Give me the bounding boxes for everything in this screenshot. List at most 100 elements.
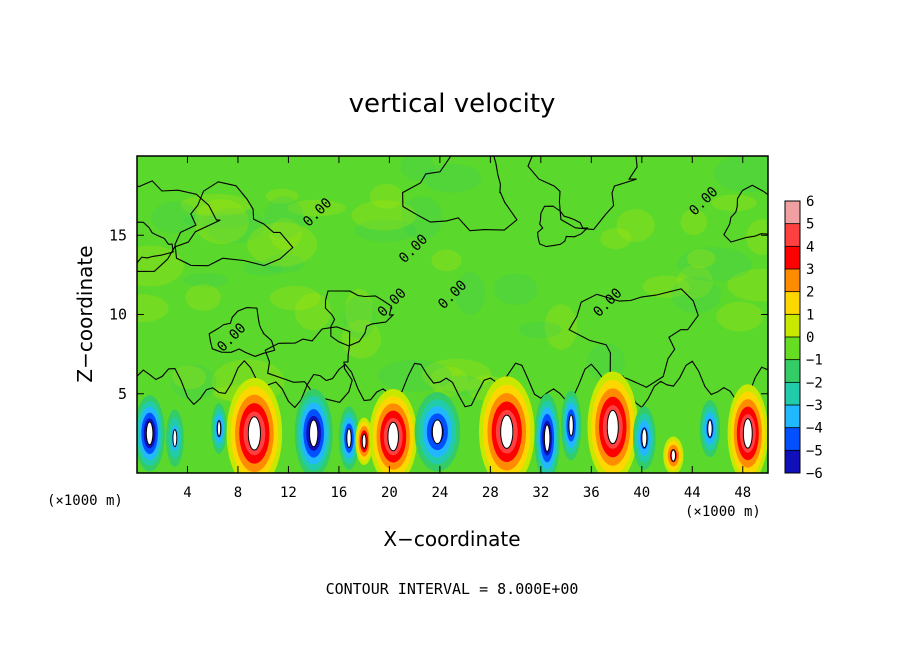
texture-blob	[676, 246, 752, 282]
contour-line	[137, 221, 174, 264]
x-tick-label: 12	[280, 485, 297, 501]
colorbar-label: 0	[806, 330, 814, 346]
texture-blob	[344, 288, 373, 333]
updraft-cell	[226, 377, 283, 473]
texture-blob	[265, 188, 299, 204]
colorbar-label: 5	[806, 217, 814, 233]
colorbar: 6 5 4 3 2 1 0 −1 −2 −3 −4 −5 −6	[784, 194, 823, 482]
colorbar-label: −4	[806, 421, 823, 437]
cell-core	[670, 449, 677, 462]
contour-line	[264, 326, 353, 404]
colorbar-label: −6	[806, 466, 823, 482]
cell-core	[346, 428, 352, 449]
texture-blob	[243, 260, 284, 276]
colorbar-label: 1	[806, 307, 814, 323]
updraft-cell	[587, 371, 639, 473]
x-unit-right: (×1000 m)	[685, 504, 761, 520]
colorbar-swatch	[785, 450, 800, 474]
texture-blob	[377, 359, 453, 392]
texture-blob	[686, 248, 716, 269]
texture-blob	[518, 321, 562, 339]
texture-blob	[745, 219, 768, 255]
contour-line	[568, 288, 699, 388]
texture-blob	[247, 222, 318, 267]
downdraft-cell	[534, 393, 560, 473]
contour-line	[723, 184, 768, 243]
y-tick-label: 10	[109, 306, 127, 324]
cell-core	[387, 421, 399, 452]
texture-blob	[671, 276, 721, 314]
x-tick-label: 4	[183, 485, 191, 501]
x-unit-left: (×1000 m)	[47, 493, 123, 509]
colorbar-swatch	[785, 269, 800, 293]
texture-blob	[151, 201, 200, 234]
downdraft-cell	[561, 390, 582, 461]
colorbar-label: −2	[806, 375, 823, 391]
x-tick-label: 24	[431, 485, 448, 501]
texture-blob	[287, 199, 346, 217]
texture-blob	[295, 293, 332, 331]
x-tick-label: 8	[234, 485, 242, 501]
cell-core	[309, 419, 319, 448]
x-tick-label: 32	[532, 485, 549, 501]
cell-core	[543, 424, 551, 452]
updraft-cell	[369, 389, 418, 473]
colorbar-swatch	[785, 359, 800, 383]
colorbar-swatch	[785, 201, 800, 225]
texture-blob	[369, 183, 404, 209]
texture-blob	[544, 304, 578, 350]
y-tick-label: 5	[118, 385, 127, 403]
texture-blob	[263, 254, 305, 274]
updraft-cell	[663, 436, 684, 473]
texture-blob	[269, 285, 321, 311]
texture-blob	[716, 301, 764, 332]
texture-blob	[137, 294, 169, 323]
x-tick-label: 16	[330, 485, 347, 501]
colorbar-swatch	[785, 337, 800, 361]
zero-contour-lines	[137, 156, 768, 409]
cell-core	[641, 428, 648, 449]
texture-blob	[680, 209, 708, 236]
chart-title: vertical velocity	[349, 89, 556, 119]
texture-blob	[263, 196, 304, 240]
texture-blob	[616, 209, 655, 242]
texture-blob	[642, 275, 690, 298]
cell-core	[568, 414, 574, 437]
texture-blob	[494, 273, 538, 305]
x-tick-label: 44	[684, 485, 701, 501]
texture-blob	[401, 196, 443, 240]
x-tick-label: 36	[583, 485, 600, 501]
contour-line	[208, 307, 276, 357]
x-tick-label: 40	[633, 485, 650, 501]
cell-core	[361, 433, 367, 449]
cell-core	[742, 418, 753, 449]
y-tick-label: 15	[109, 226, 127, 244]
x-axis-ticks: 4 8 12 16 20 24 28 32 36 40 44 48	[183, 156, 751, 501]
texture-blob	[343, 295, 376, 340]
updraft-cell	[727, 384, 768, 473]
texture-blob	[194, 199, 249, 245]
cell-core	[431, 419, 443, 445]
downdraft-cell	[338, 406, 360, 470]
texture-blob	[676, 265, 714, 299]
colorbar-label: 2	[806, 285, 814, 301]
contour-line	[174, 181, 294, 267]
colorbar-label: −1	[806, 353, 823, 369]
texture-blob	[180, 193, 252, 217]
x-tick-label: 20	[381, 485, 398, 501]
texture-blob	[185, 284, 221, 311]
y-axis-ticks: 5 10 15	[109, 226, 768, 403]
colorbar-swatch	[785, 382, 800, 406]
texture-blob	[421, 358, 492, 392]
texture-blob	[713, 156, 768, 193]
downdraft-cell	[294, 389, 333, 473]
texture-blob	[351, 200, 417, 231]
colorbar-swatch	[785, 246, 800, 270]
texture-blob	[354, 219, 417, 242]
colorbar-label: 3	[806, 262, 814, 278]
x-axis-label: X−coordinate	[383, 527, 520, 551]
texture-blob	[137, 245, 184, 287]
cell-core	[172, 429, 178, 448]
downdraft-cell	[137, 395, 165, 472]
